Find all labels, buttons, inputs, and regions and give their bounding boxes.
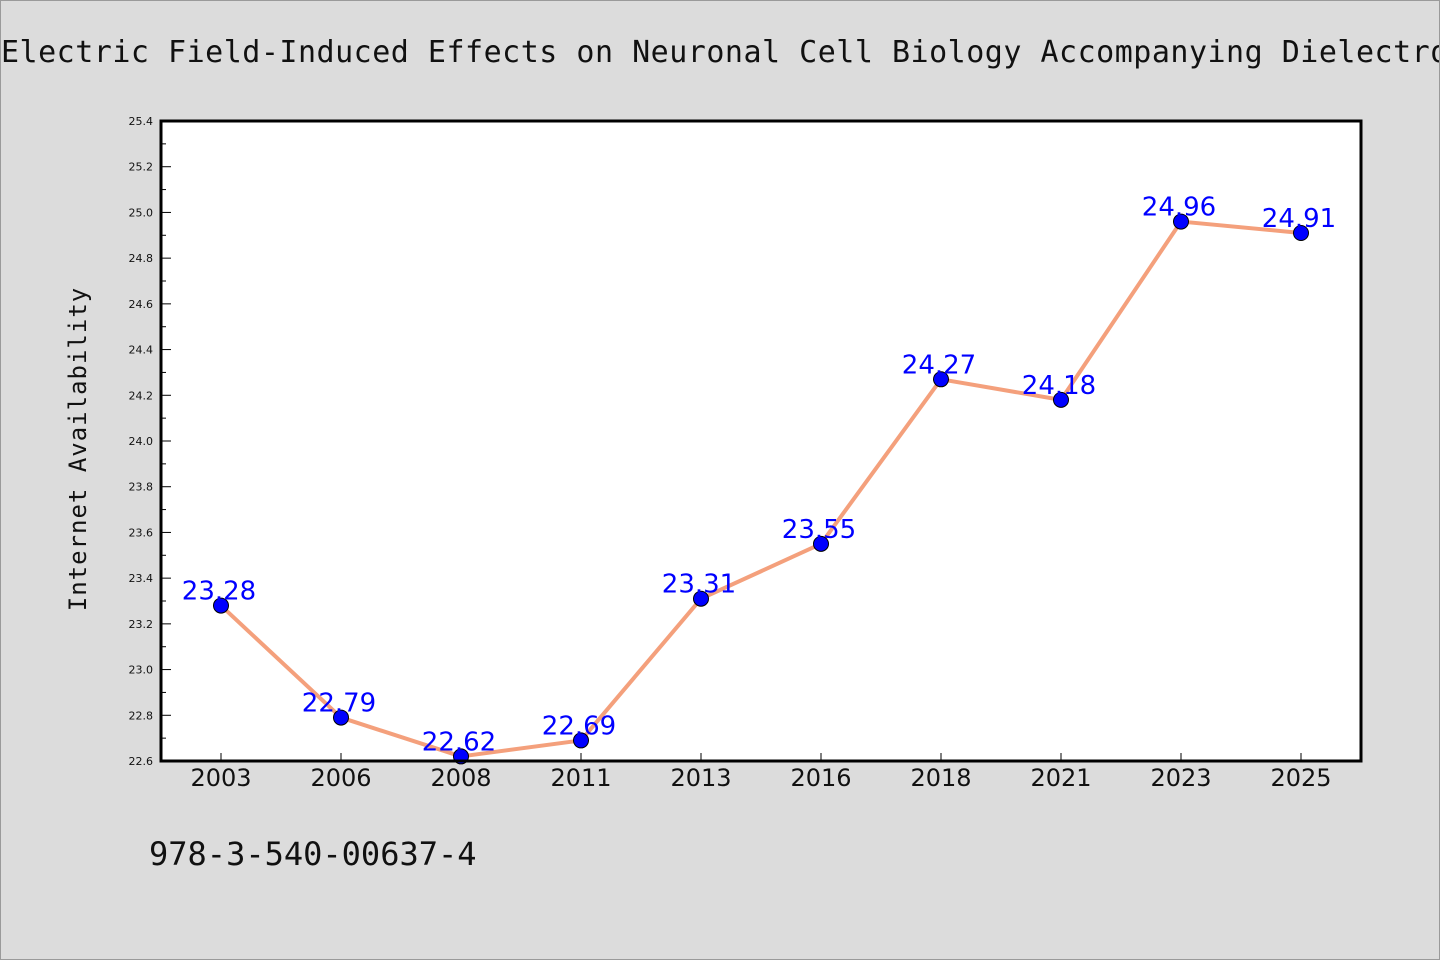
plot-frame [159, 119, 1363, 763]
data-label: 24.27 [902, 350, 976, 380]
y-tick-label: 23.8 [129, 481, 154, 494]
y-tick-label: 24.4 [129, 344, 154, 357]
data-point [1293, 225, 1309, 241]
chart-title: Electric Field-Induced Effects on Neuron… [1, 35, 1439, 70]
y-tick-label: 24.8 [129, 252, 154, 265]
y-tick-label: 23.4 [129, 572, 154, 585]
data-label: 23.31 [662, 570, 736, 600]
y-tick-label: 24.6 [129, 298, 154, 311]
data-label: 22.79 [302, 689, 376, 719]
x-tick-label: 2006 [310, 764, 371, 792]
data-label: 24.91 [1262, 204, 1336, 234]
data-point [573, 732, 589, 749]
x-tick-label: 2021 [1030, 764, 1091, 792]
data-label: 23.55 [782, 515, 856, 545]
data-label: 24.18 [1022, 371, 1096, 401]
data-point [333, 709, 349, 726]
data-point [1053, 391, 1069, 408]
y-tick-label: 24.0 [129, 435, 154, 448]
data-point [1173, 213, 1189, 230]
y-tick-label: 25.2 [129, 161, 154, 174]
y-tick-label: 25.4 [129, 115, 154, 128]
y-tick-label: 22.8 [129, 709, 154, 722]
x-tick-label: 2025 [1270, 764, 1331, 792]
x-tick-label: 2016 [790, 764, 851, 792]
data-point [213, 597, 229, 614]
data-label: 24.96 [1142, 193, 1216, 223]
data-label: 23.28 [182, 577, 256, 607]
x-tick-label: 2003 [190, 764, 251, 792]
x-tick-label: 2013 [670, 764, 731, 792]
data-point [813, 535, 829, 552]
plot-area [161, 121, 1361, 761]
y-tick-label: 25.0 [129, 206, 154, 219]
x-tick-label: 2018 [910, 764, 971, 792]
y-tick-label: 24.2 [129, 389, 154, 402]
isbn-text: 978-3-540-00637-4 [149, 835, 477, 873]
data-point [933, 371, 949, 388]
y-tick-label: 23.2 [129, 618, 154, 631]
y-tick-label: 23.6 [129, 526, 154, 539]
data-label: 22.69 [542, 711, 616, 741]
x-tick-label: 2023 [1150, 764, 1211, 792]
series-line [219, 219, 1303, 759]
y-tick-label: 22.6 [129, 755, 154, 768]
y-axis-label: Internet Availability [64, 286, 92, 612]
x-tick-label: 2011 [550, 764, 611, 792]
y-tick-label: 23.0 [129, 664, 154, 677]
data-label: 22.62 [422, 727, 496, 757]
data-point [693, 590, 709, 607]
x-tick-label: 2008 [430, 764, 491, 792]
